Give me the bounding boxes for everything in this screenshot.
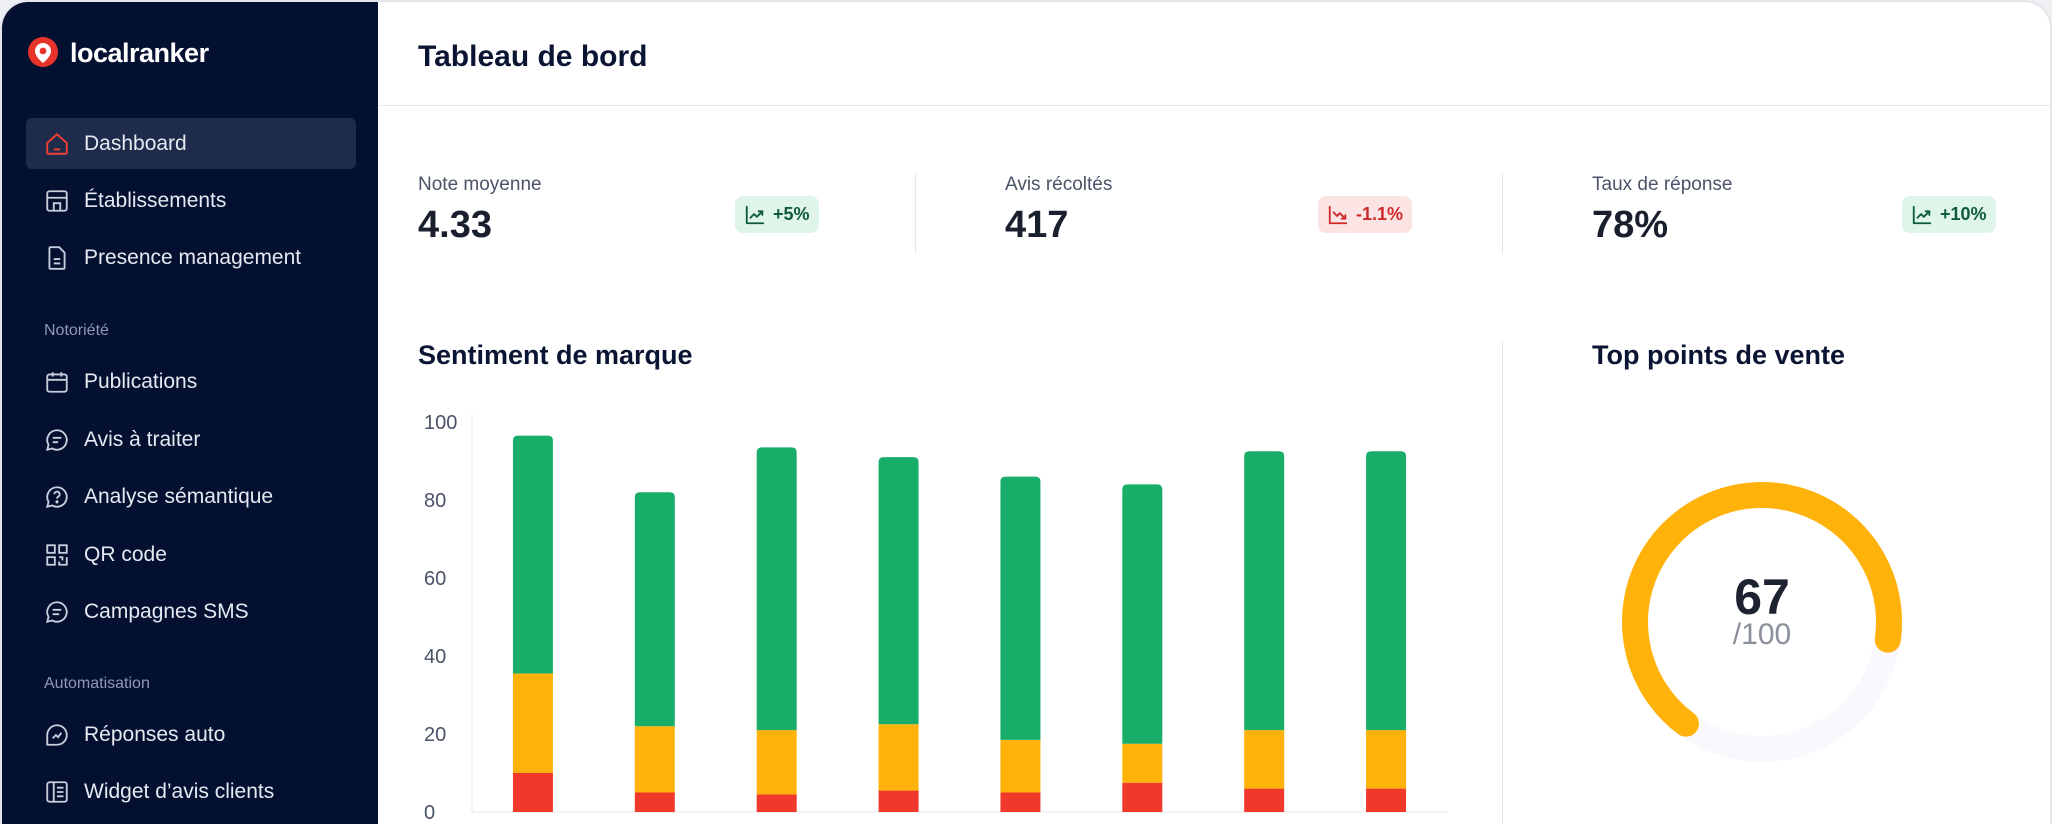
- sidebar-item-label: Réponses auto: [84, 722, 226, 746]
- bar-segment[interactable]: [1244, 788, 1285, 812]
- bar-segment[interactable]: [634, 492, 675, 727]
- divider: [915, 174, 916, 254]
- trend-up-icon: [1912, 205, 1932, 224]
- auto-reply-icon: [46, 723, 68, 746]
- kpi-label: Avis récoltés: [1005, 174, 1113, 195]
- kpi-delta: +10%: [1940, 204, 1987, 224]
- kpi-delta: +5%: [773, 204, 810, 224]
- bar-segment[interactable]: [756, 794, 797, 812]
- kpi-value: 78%: [1592, 204, 1669, 246]
- kpi-delta-badge: +5%: [735, 196, 819, 233]
- bar-segment[interactable]: [1000, 739, 1041, 793]
- y-tick-label: 0: [424, 802, 435, 824]
- sidebar-item-label: Publications: [84, 369, 198, 393]
- sentiment-title: Sentiment de marque: [418, 340, 693, 370]
- divider: [1502, 174, 1503, 254]
- sidebar-item-label: Campagnes SMS: [84, 599, 249, 623]
- kpi-note-moyenne: Note moyenne 4.33: [418, 174, 542, 254]
- bar-segment[interactable]: [1244, 451, 1285, 731]
- bar-segment[interactable]: [878, 457, 919, 725]
- kpi-value: 417: [1005, 204, 1069, 246]
- sidebar-item-etablissements[interactable]: Établissements: [26, 175, 356, 226]
- bar-segment[interactable]: [512, 673, 553, 773]
- bar-segment[interactable]: [1366, 451, 1407, 731]
- y-tick-label: 100: [424, 412, 457, 434]
- sidebar-item-presence-management[interactable]: Presence management: [26, 232, 356, 283]
- gauge-score: 67: [1734, 569, 1790, 625]
- y-tick-label: 40: [424, 646, 446, 668]
- score-gauge: [1622, 482, 1902, 762]
- sidebar-item-label: QR code: [84, 542, 167, 566]
- bar-segment[interactable]: [634, 792, 675, 813]
- sidebar-item-publications[interactable]: Publications: [26, 356, 356, 407]
- divider: [1502, 342, 1503, 824]
- bar-segment[interactable]: [1122, 782, 1163, 812]
- kpi-label: Taux de réponse: [1592, 174, 1733, 195]
- sidebar-item-label: Établissements: [84, 188, 227, 212]
- store-icon: [46, 189, 68, 212]
- bar-segment[interactable]: [878, 790, 919, 812]
- bar-segment[interactable]: [1122, 484, 1163, 744]
- sidebar-item-label: Presence management: [84, 245, 302, 269]
- sidebar-item-avis-a-traiter[interactable]: Avis à traiter: [26, 414, 356, 465]
- bar-segment[interactable]: [512, 773, 553, 812]
- sms-icon: [45, 600, 68, 623]
- y-tick-label: 60: [424, 568, 446, 590]
- bar-segment[interactable]: [1366, 788, 1407, 812]
- sidebar-item-dashboard[interactable]: Dashboard: [26, 118, 356, 169]
- sidebar-item-label: Avis à traiter: [84, 427, 201, 451]
- kpi-value: 4.33: [418, 204, 492, 246]
- page-title: Tableau de bord: [418, 40, 648, 73]
- bar-segment[interactable]: [1366, 730, 1407, 789]
- sidebar-item-campagnes-sms[interactable]: Campagnes SMS: [26, 586, 356, 637]
- bar-segment[interactable]: [756, 447, 797, 731]
- sidebar-item-label: Widget d’avis clients: [84, 779, 275, 803]
- page-header: Tableau de bord: [378, 2, 2050, 106]
- home-icon: [46, 132, 68, 155]
- kpi-avis-recoltes: Avis récoltés 417: [1005, 174, 1112, 254]
- sidebar-item-analyse-semantique[interactable]: Analyse sémantique: [26, 471, 356, 522]
- sentiment-bar-chart: 0 20 40 60 80 100: [424, 412, 1447, 824]
- y-tick-label: 20: [424, 724, 446, 746]
- bar-segment[interactable]: [1000, 792, 1041, 813]
- bar-segment[interactable]: [1244, 730, 1285, 789]
- widget-icon: [46, 780, 68, 803]
- trend-up-icon: [745, 205, 765, 224]
- gauge-max: /100: [1732, 618, 1792, 651]
- y-tick-label: 80: [424, 490, 446, 512]
- qr-code-icon: [46, 543, 68, 566]
- kpi-delta-badge: -1.1%: [1318, 196, 1413, 233]
- gauge-arc: [1622, 482, 1902, 737]
- sidebar-item-reponses-auto[interactable]: Réponses auto: [26, 709, 356, 760]
- calendar-icon: [46, 371, 68, 393]
- trend-down-icon: [1328, 205, 1348, 224]
- sidebar-item-qr-code[interactable]: QR code: [26, 529, 356, 580]
- bar-segment[interactable]: [878, 724, 919, 791]
- bar-segment[interactable]: [512, 435, 553, 674]
- question-chat-icon: [45, 485, 68, 508]
- chat-icon: [45, 428, 68, 451]
- map-pin-logo-icon: [28, 37, 58, 67]
- bar-segment[interactable]: [1122, 743, 1163, 783]
- document-icon: [48, 245, 66, 270]
- bar-segment[interactable]: [756, 730, 797, 795]
- kpi-delta-badge: +10%: [1902, 196, 1996, 233]
- section-label-automatisation: Automatisation: [44, 675, 150, 692]
- sidebar-item-label: Dashboard: [84, 131, 187, 155]
- bar-segment[interactable]: [1000, 476, 1041, 740]
- kpi-label: Note moyenne: [418, 174, 542, 195]
- section-label-notoriete: Notoriété: [44, 322, 109, 339]
- kpi-taux-reponse: Taux de réponse 78%: [1592, 174, 1733, 254]
- brand-logo[interactable]: localranker: [26, 36, 209, 70]
- sidebar-item-label: Analyse sémantique: [84, 484, 274, 508]
- top-points-title: Top points de vente: [1592, 340, 1846, 370]
- brand-name: localranker: [70, 37, 209, 68]
- kpi-delta: -1.1%: [1356, 204, 1404, 224]
- sidebar: localranker Dashboard Établissements Pre…: [2, 2, 378, 824]
- sidebar-item-widget-avis[interactable]: Widget d’avis clients: [26, 766, 356, 817]
- bar-segment[interactable]: [634, 726, 675, 793]
